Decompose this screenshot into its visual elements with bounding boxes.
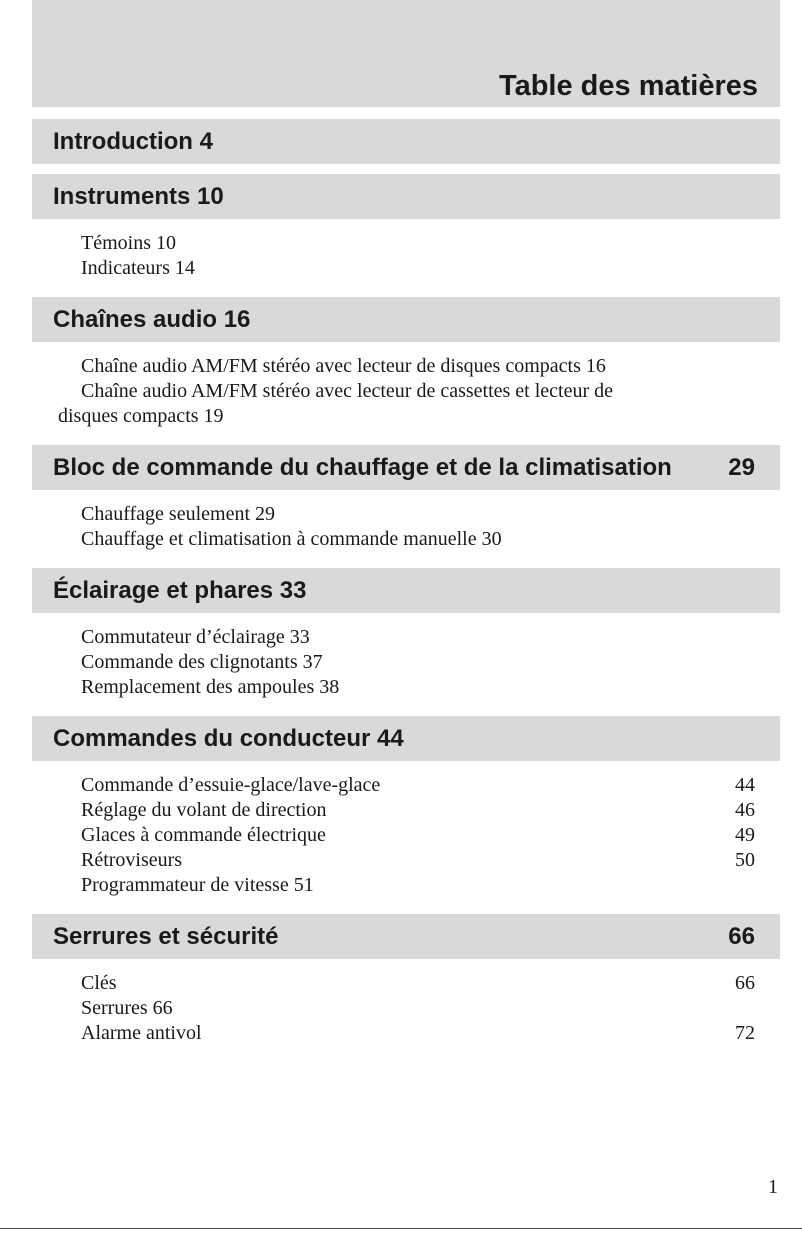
toc-entry: Clés 66 <box>58 971 755 996</box>
entry-text: Commutateur d’éclairage 33 <box>81 626 310 648</box>
table-of-contents: Introduction 4 Instruments 10 Témoins 10 In… <box>32 109 780 1052</box>
section-entries: Témoins 10 Indicateurs 14 <box>32 219 780 287</box>
section-entries: Chaîne audio AM/FM stéréo avec lecteur d… <box>32 342 780 435</box>
entry-text: Alarme antivol <box>81 1022 202 1044</box>
section-title: Bloc de commande du chauffage et de la c… <box>53 453 672 481</box>
toc-entry: Réglage du volant de direction 46 <box>58 798 755 823</box>
section-title: Introduction 4 <box>53 127 213 155</box>
toc-entry: Glaces à commande électrique 49 <box>58 823 755 848</box>
toc-entry: Programmateur de vitesse 51 <box>58 873 755 898</box>
section-title: Commandes du conducteur 44 <box>53 724 404 752</box>
entry-text: Réglage du volant de direction <box>81 799 327 821</box>
toc-entry: Remplacement des ampoules 38 <box>58 675 755 700</box>
entry-text: Remplacement des ampoules 38 <box>81 676 340 698</box>
section-entries: Chauffage seulement 29 Chauffage et clima… <box>32 490 780 558</box>
entry-text: Chaîne audio AM/FM stéréo avec lecteur d… <box>81 355 606 377</box>
entry-page: 44 <box>735 774 755 796</box>
section-header: Bloc de commande du chauffage et de la c… <box>32 445 780 490</box>
section-title: Éclairage et phares 33 <box>53 576 307 604</box>
toc-entry: Chaîne audio AM/FM stéréo avec lecteur d… <box>58 379 755 429</box>
toc-entry: Chauffage et climatisation à commande ma… <box>58 527 755 552</box>
page-number: 1 <box>768 1176 778 1198</box>
bottom-rule <box>0 1228 802 1229</box>
entry-text: Glaces à commande électrique <box>81 824 326 846</box>
section-entries: Commande d’essuie-glace/lave-glace 44 Régl… <box>32 761 780 904</box>
section-page: 66 <box>728 922 755 950</box>
toc-entry: Commande d’essuie-glace/lave-glace 44 <box>58 773 755 798</box>
toc-entry: Commande des clignotants 37 <box>58 650 755 675</box>
entry-text: Indicateurs 14 <box>81 257 195 279</box>
entry-text: Commande des clignotants 37 <box>81 651 323 673</box>
toc-entry: Commutateur d’éclairage 33 <box>58 625 755 650</box>
toc-entry: Alarme antivol 72 <box>58 1021 755 1046</box>
entry-text: Commande d’essuie-glace/lave-glace <box>81 774 381 796</box>
entry-page: 46 <box>735 799 755 821</box>
entry-page: 72 <box>735 1022 755 1044</box>
section-entries: Commutateur d’éclairage 33 Commande des c… <box>32 613 780 706</box>
toc-entry: Chauffage seulement 29 <box>58 502 755 527</box>
section-header: Chaînes audio 16 <box>32 297 780 342</box>
entry-text: Serrures 66 <box>81 997 173 1019</box>
page-title: Table des matières <box>499 70 758 102</box>
section-header: Serrures et sécurité 66 <box>32 914 780 959</box>
entry-text: Programmateur de vitesse 51 <box>81 874 314 896</box>
toc-entry: Rétroviseurs 50 <box>58 848 755 873</box>
section-entries: Clés 66 Serrures 66 Alarme antivol 72 <box>32 959 780 1052</box>
entry-page: 66 <box>735 972 755 994</box>
entry-text: Chauffage et climatisation à commande ma… <box>81 528 502 550</box>
entry-text: Témoins 10 <box>81 232 176 254</box>
toc-entry: Serrures 66 <box>58 996 755 1021</box>
entry-page: 50 <box>735 849 755 871</box>
toc-entry: Chaîne audio AM/FM stéréo avec lecteur d… <box>58 354 755 379</box>
entry-text: Chauffage seulement 29 <box>81 503 276 525</box>
section-header: Commandes du conducteur 44 <box>32 716 780 761</box>
section-header: Introduction 4 <box>32 119 780 164</box>
header: Table des matières <box>32 0 780 107</box>
section-title: Chaînes audio 16 <box>53 305 251 333</box>
section-page: 29 <box>728 453 755 481</box>
section-title: Instruments 10 <box>53 182 224 210</box>
section-title: Serrures et sécurité <box>53 922 279 950</box>
toc-entry: Indicateurs 14 <box>58 256 755 281</box>
entry-text: Chaîne audio AM/FM stéréo avec lecteur d… <box>58 380 614 427</box>
toc-entry: Témoins 10 <box>58 231 755 256</box>
entry-text: Rétroviseurs <box>81 849 183 871</box>
section-header: Instruments 10 <box>32 174 780 219</box>
entry-page: 49 <box>735 824 755 846</box>
section-header: Éclairage et phares 33 <box>32 568 780 613</box>
entry-text: Clés <box>81 972 117 994</box>
